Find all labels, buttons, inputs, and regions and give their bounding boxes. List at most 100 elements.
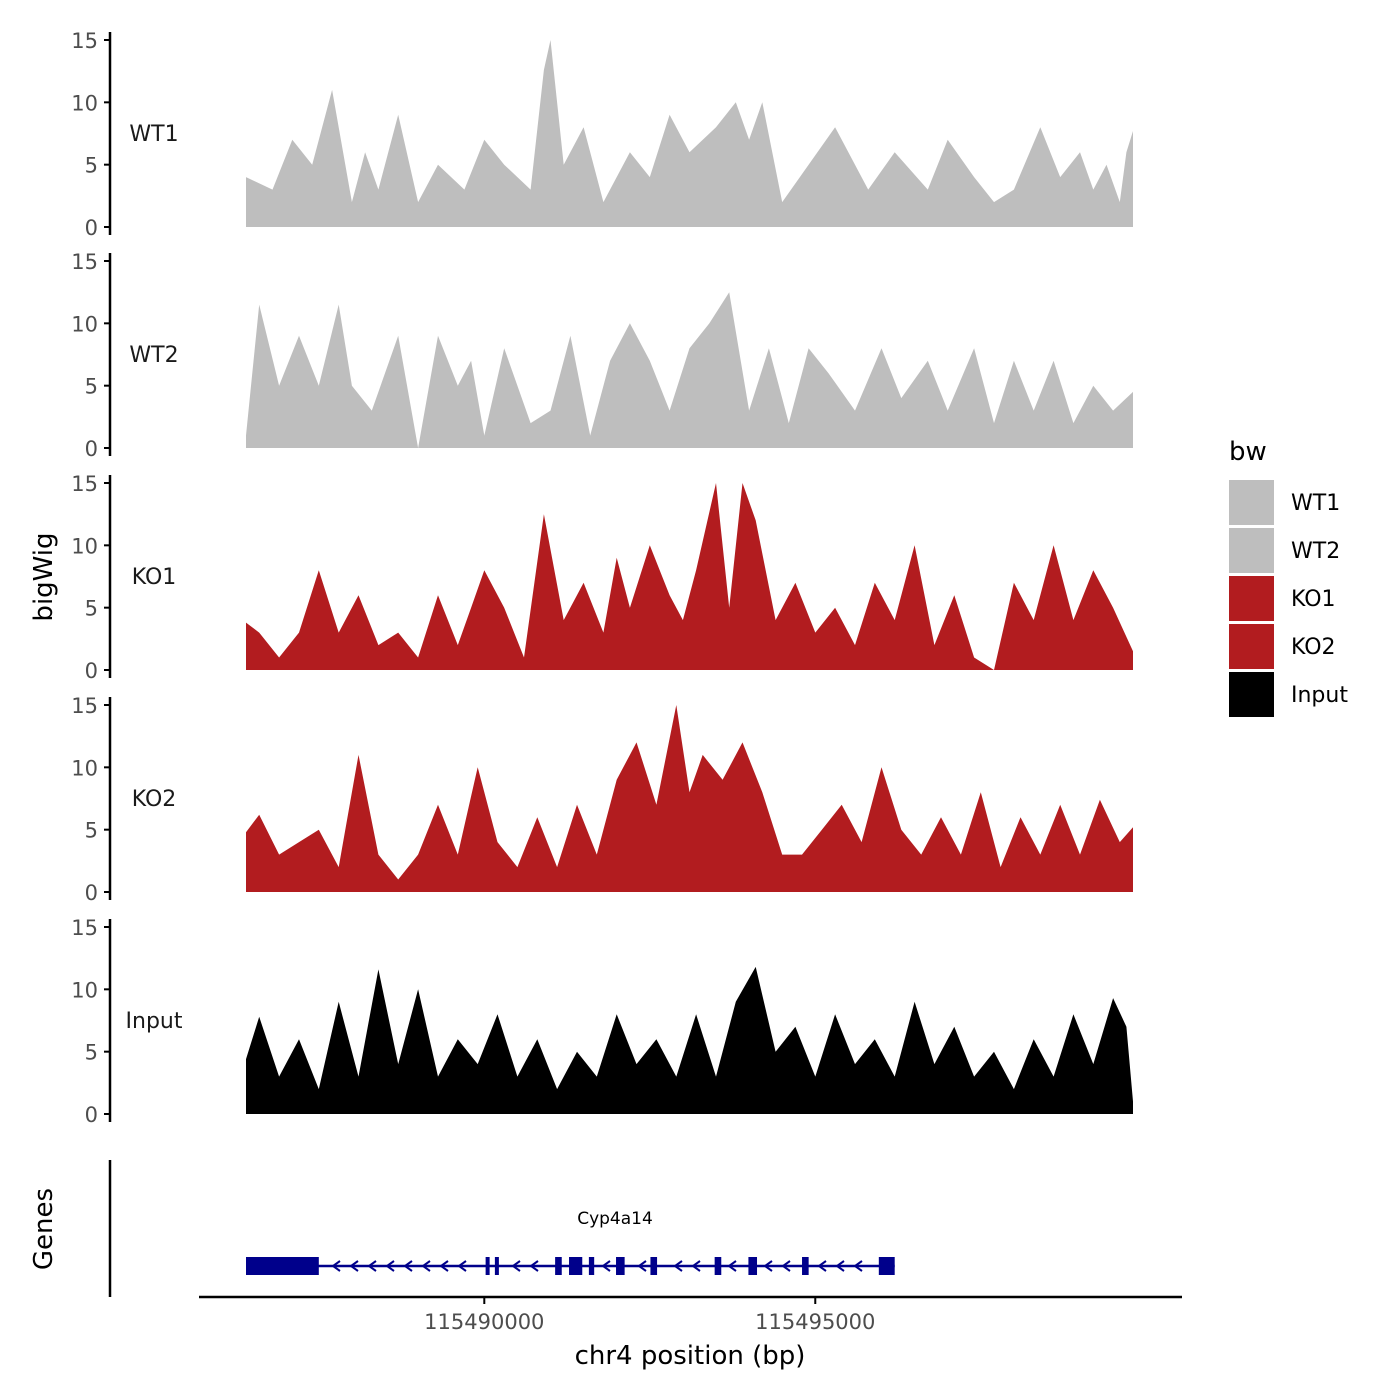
data-point-wt2 (470, 360, 472, 362)
data-point-input (834, 1013, 836, 1015)
data-point-input (536, 1038, 538, 1040)
panel-label: Input (126, 1009, 183, 1034)
data-point-wt1 (1132, 130, 1134, 132)
legend-label-ko2: KO2 (1291, 635, 1336, 660)
data-point-ko1 (894, 619, 896, 621)
data-point-wt2 (1132, 391, 1134, 393)
data-point-wt1 (549, 39, 551, 41)
data-point-input (457, 1038, 459, 1040)
gene-exon (616, 1257, 625, 1275)
data-point-wt1 (834, 126, 836, 128)
strand-arrow (403, 1260, 413, 1272)
data-point-ko1 (695, 569, 697, 571)
gene-exon (246, 1257, 319, 1275)
data-point-wt1 (602, 201, 604, 203)
data-point-wt1 (271, 188, 273, 190)
data-point-ko2 (761, 791, 763, 793)
gene-exon (569, 1257, 583, 1275)
data-point-ko2 (357, 754, 359, 756)
data-point-wt1 (668, 114, 670, 116)
data-point-ko1 (318, 569, 320, 571)
data-point-ko1 (1132, 650, 1134, 652)
data-point-input (655, 1038, 657, 1040)
data-point-wt1 (1013, 188, 1015, 190)
data-point-wt2 (298, 335, 300, 337)
data-point-wt2 (927, 360, 929, 362)
data-point-wt2 (351, 385, 353, 387)
data-point-ko1 (457, 644, 459, 646)
data-point-wt2 (947, 409, 949, 411)
data-point-ko1 (523, 656, 525, 658)
gene-track-label: Genes (29, 1188, 59, 1270)
data-point-ko1 (774, 619, 776, 621)
data-point-wt1 (867, 188, 869, 190)
x-tick-label: 115490000 (424, 1310, 544, 1334)
gene-exon (494, 1257, 499, 1275)
data-point-ko2 (999, 866, 1001, 868)
strand-arrow (385, 1260, 395, 1272)
data-point-wt1 (748, 139, 750, 141)
data-point-ko1 (755, 519, 757, 521)
data-point-ko1 (953, 594, 955, 596)
data-point-ko1 (1072, 619, 1074, 621)
strand-arrow (781, 1260, 791, 1272)
y-tick-label: 10 (71, 91, 98, 115)
data-point-input (616, 1013, 618, 1015)
data-point-wt1 (1039, 126, 1041, 128)
data-point-ko1 (1092, 569, 1094, 571)
gene-exon (802, 1257, 809, 1275)
data-point-wt2 (900, 397, 902, 399)
data-point-ko1 (1033, 619, 1035, 621)
data-point-input (1013, 1088, 1015, 1090)
y-tick-label: 0 (85, 1103, 98, 1127)
gene-exon (714, 1257, 722, 1275)
data-point-wt2 (668, 409, 670, 411)
data-point-wt1 (351, 201, 353, 203)
data-point-input (397, 1063, 399, 1065)
legend-label-ko1: KO1 (1291, 587, 1336, 612)
data-point-input (338, 1001, 340, 1003)
data-point-input (913, 1001, 915, 1003)
strand-arrow (331, 1260, 341, 1272)
data-point-ko1 (1052, 544, 1054, 546)
y-tick-label: 5 (85, 1041, 98, 1065)
data-point-wt2 (397, 335, 399, 337)
data-point-ko1 (397, 631, 399, 633)
data-point-wt1 (563, 164, 565, 166)
strand-arrow (637, 1260, 647, 1272)
data-point-input (1092, 1063, 1094, 1065)
data-point-ko1 (437, 594, 439, 596)
data-point-ko2 (721, 779, 723, 781)
series-area-input (246, 966, 1133, 1114)
data-point-input (1052, 1075, 1054, 1077)
data-point-wt1 (735, 101, 737, 103)
data-point-ko2 (1079, 853, 1081, 855)
data-point-wt1 (629, 151, 631, 153)
data-point-input (278, 1075, 280, 1077)
data-point-ko1 (582, 582, 584, 584)
x-tick-label: 115495000 (755, 1310, 875, 1334)
strand-arrow (367, 1260, 377, 1272)
gene-track: Genes Cyp4a14 (29, 1160, 895, 1297)
data-point-ko2 (417, 853, 419, 855)
legend: bw WT1 WT2 KO1 KO2 Input (1229, 437, 1348, 717)
data-point-ko1 (973, 656, 975, 658)
data-point-ko2 (457, 853, 459, 855)
data-point-ko1 (543, 513, 545, 515)
data-point-ko2 (1039, 853, 1041, 855)
data-point-wt2 (437, 335, 439, 337)
strand-arrow (727, 1260, 737, 1272)
data-point-ko1 (629, 607, 631, 609)
data-point-wt1 (1059, 176, 1061, 178)
data-point-ko2 (1132, 826, 1134, 828)
y-tick-label: 5 (85, 597, 98, 621)
data-point-wt2 (589, 434, 591, 436)
data-point-input (814, 1075, 816, 1077)
data-point-wt1 (543, 69, 545, 71)
data-point-ko1 (377, 644, 379, 646)
data-point-wt1 (1092, 188, 1094, 190)
data-point-input (695, 1013, 697, 1015)
data-point-wt1 (894, 151, 896, 153)
data-point-ko2 (741, 741, 743, 743)
data-point-wt1 (1119, 201, 1121, 203)
